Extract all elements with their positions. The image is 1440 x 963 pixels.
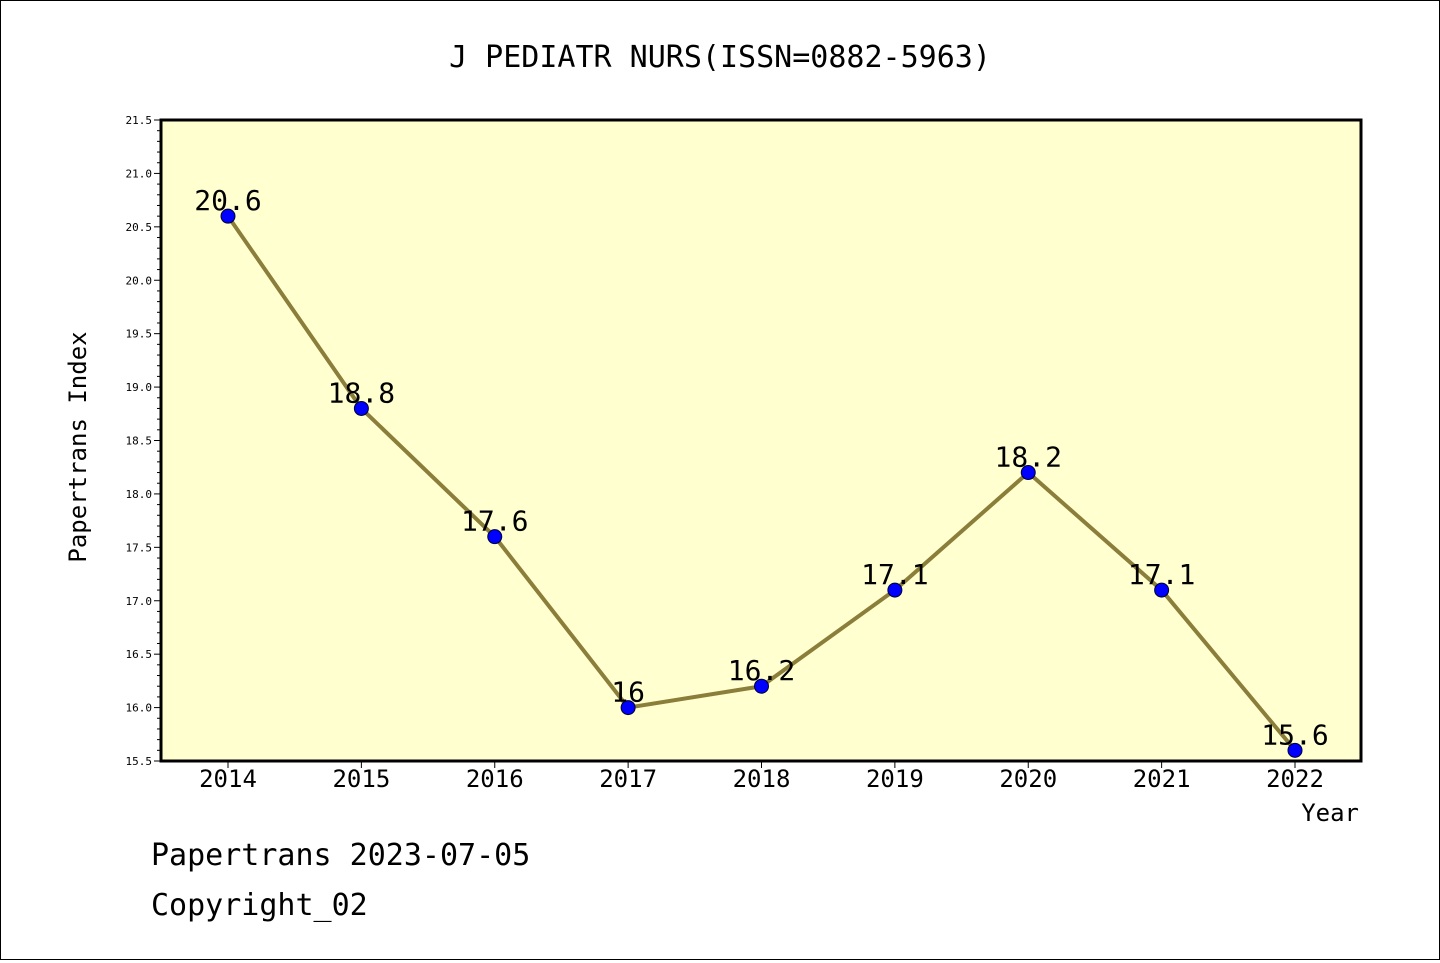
y-tick-label: 21.5 (126, 114, 153, 127)
series-layer: 20.6 18.8 17.6 16 16.2 17.1 18.2 17.1 15.6 (194, 184, 1329, 758)
plot-area (159, 118, 1363, 763)
data-point (487, 529, 503, 545)
chart-title: J PEDIATR NURS(ISSN=0882-5963) (449, 40, 991, 75)
x-tick-label: 2015 (332, 765, 390, 793)
y-tick-label: 15.5 (126, 755, 153, 768)
data-label: 17.1 (861, 558, 928, 591)
y-tick-label: 17.0 (126, 595, 153, 608)
x-tick-label: 2017 (599, 765, 657, 793)
x-tick-label: 2016 (466, 765, 524, 793)
data-point (887, 582, 903, 598)
x-tick-label: 2020 (999, 765, 1057, 793)
x-tick-label: 2019 (866, 765, 924, 793)
data-point (220, 208, 236, 224)
x-axis: 2014 2015 2016 2017 2018 2019 2020 2021 2022 (199, 761, 1324, 793)
data-point (1287, 742, 1303, 758)
y-tick-label: 16.0 (126, 702, 153, 715)
y-axis-label: Papertrans Index (64, 331, 92, 562)
data-label: 18.2 (995, 441, 1062, 474)
x-axis-label: Year (1301, 799, 1359, 827)
y-tick-label: 19.5 (126, 328, 153, 341)
data-label: 20.6 (194, 184, 261, 217)
data-point (620, 700, 636, 716)
y-tick-label: 21.0 (126, 167, 153, 180)
y-tick-label: 20.5 (126, 221, 153, 234)
x-tick-label: 2018 (733, 765, 791, 793)
x-tick-label: 2014 (199, 765, 257, 793)
data-point (1154, 582, 1170, 598)
data-label: 17.1 (1128, 558, 1195, 591)
y-tick-label: 16.5 (126, 648, 153, 661)
data-label: 17.6 (461, 505, 528, 538)
x-tick-label: 2021 (1133, 765, 1191, 793)
footer-date: Papertrans 2023-07-05 (151, 838, 530, 873)
x-tick-label: 2022 (1266, 765, 1324, 793)
data-label: 16.2 (728, 654, 795, 687)
data-point (353, 400, 369, 416)
data-label: 18.8 (328, 376, 395, 409)
y-axis: 15.5 16.0 16.5 17.0 17.5 18.0 18.5 19.0 19.5 20.0… (126, 114, 161, 768)
footer-copyright: Copyright_02 (151, 888, 368, 923)
y-tick-label: 17.5 (126, 541, 153, 554)
y-tick-label: 18.5 (126, 435, 153, 448)
data-label: 15.6 (1261, 718, 1328, 751)
data-point (754, 678, 769, 694)
y-tick-label: 20.0 (126, 274, 153, 287)
y-tick-label: 19.0 (126, 381, 153, 394)
data-label: 16 (611, 676, 645, 709)
y-tick-label: 18.0 (126, 488, 153, 501)
data-point (1020, 465, 1036, 481)
